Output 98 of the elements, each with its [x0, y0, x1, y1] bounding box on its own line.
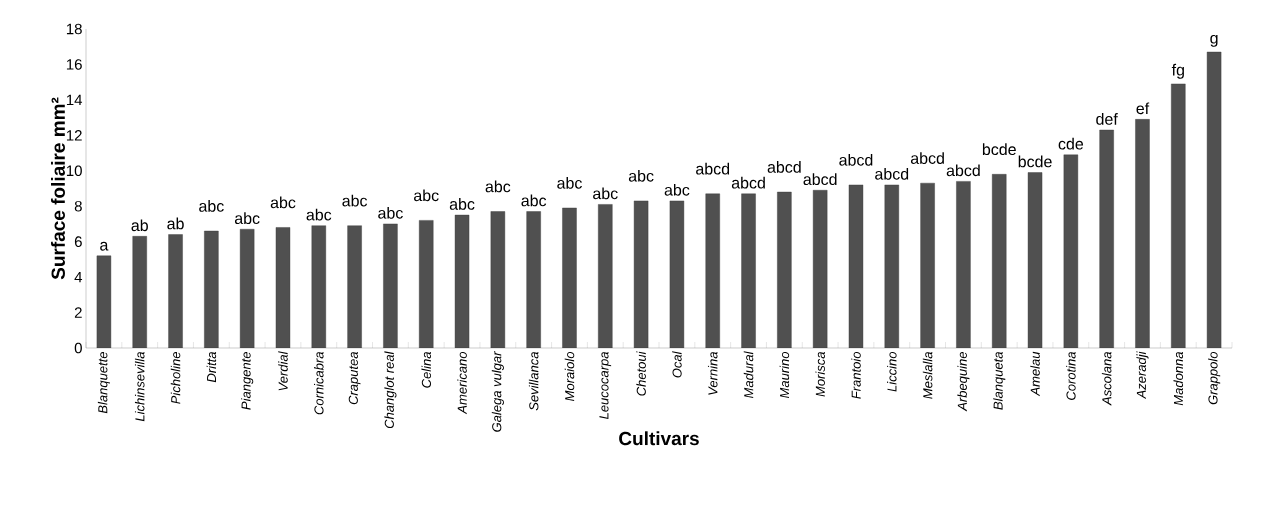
data-label: def — [1096, 113, 1118, 125]
data-label: abcd — [875, 167, 909, 180]
x-tick-label: Lichinsevilla — [134, 351, 145, 422]
data-label: abcd — [910, 152, 944, 164]
data-label: abc — [306, 208, 332, 221]
data-label: abc — [628, 169, 654, 182]
x-tick-label: Moraiolo — [564, 351, 575, 401]
x-tick-label: Galega vulgar — [491, 351, 504, 432]
x-tick-label: Leucocarpa — [599, 351, 612, 420]
y-tick-label: 16 — [66, 59, 82, 70]
bar — [992, 174, 1007, 348]
bar — [884, 184, 899, 348]
x-tick-label: Celina — [421, 351, 431, 388]
data-label: abc — [557, 177, 582, 189]
y-tick-label: 2 — [74, 307, 82, 318]
x-tick-label: Craputea — [348, 351, 361, 405]
x-tick-label: Blanquette — [97, 351, 110, 414]
data-label: abc — [342, 194, 368, 207]
y-axis-title: Surface foliaire mm² — [51, 97, 65, 280]
bar — [705, 193, 720, 348]
data-label: abcd — [839, 153, 873, 166]
bar — [1099, 129, 1114, 348]
bar — [777, 191, 792, 348]
bar — [239, 229, 255, 348]
x-tick-label: Maurino — [779, 351, 790, 399]
data-label: abc — [449, 198, 475, 210]
bar — [383, 223, 398, 348]
data-label: abc — [199, 200, 224, 212]
x-axis-title: Cultivars — [619, 431, 699, 446]
y-tick-label: 8 — [74, 200, 82, 212]
data-label: abc — [485, 180, 511, 193]
bar — [168, 234, 183, 348]
data-label: abcd — [946, 164, 980, 177]
data-label: ab — [167, 217, 184, 230]
data-label: cde — [1058, 137, 1084, 150]
x-tick-label: Cornicabra — [314, 351, 324, 415]
data-label: fg — [1171, 63, 1184, 79]
bar — [419, 220, 434, 348]
x-tick-label: Piangente — [241, 352, 254, 410]
x-tick-label: Vernina — [707, 351, 718, 395]
bar — [920, 182, 935, 348]
bar — [347, 225, 362, 348]
data-label: abc — [270, 196, 296, 209]
y-tick-label: 14 — [66, 94, 83, 106]
x-tick-label: Changlot real — [384, 351, 397, 429]
x-tick-label: Arbequine — [957, 352, 970, 412]
data-label: ab — [131, 219, 148, 232]
bar — [1135, 119, 1150, 348]
data-label: bcde — [982, 143, 1016, 156]
x-tick-label: Americano — [457, 351, 467, 415]
data-label: abcd — [803, 173, 837, 186]
y-tick-label: 12 — [66, 130, 82, 141]
data-label: abc — [521, 194, 547, 207]
data-label: g — [1210, 34, 1218, 47]
data-label: abc — [414, 189, 439, 202]
x-tick-label: Frantoio — [851, 351, 861, 399]
x-tick-label: Liccino — [887, 351, 897, 392]
x-tick-label: Morisca — [815, 351, 825, 397]
x-tick-label: Grappolo — [1208, 351, 1221, 405]
bar — [1171, 83, 1186, 348]
x-tick-label: Blanqueta — [993, 351, 1006, 410]
bar — [311, 225, 326, 348]
y-tick-label: 6 — [74, 236, 82, 247]
bar — [132, 236, 147, 348]
y-tick-label: 18 — [66, 23, 82, 35]
x-tick-label: Verdial — [278, 351, 288, 391]
x-tick-label: Ascolana — [1101, 351, 1112, 406]
x-tick-label: Amelau — [1030, 351, 1040, 397]
data-label: abcd — [731, 176, 765, 189]
x-tick-label: Azeradji — [1136, 351, 1149, 400]
data-label: abc — [234, 212, 260, 225]
x-tick-label: Madonna — [1173, 351, 1184, 406]
bar — [598, 204, 613, 348]
y-tick-label: 10 — [66, 165, 82, 177]
bar — [956, 181, 971, 348]
data-label: abc — [593, 187, 618, 200]
x-tick-label: Sevillanca — [528, 351, 539, 411]
x-tick-label: Corotina — [1066, 351, 1076, 400]
data-label: abc — [378, 206, 403, 219]
bar — [526, 211, 541, 348]
bar — [741, 193, 756, 348]
data-label: abc — [664, 183, 690, 196]
bar — [204, 230, 219, 348]
y-tick-label: 0 — [74, 342, 82, 354]
x-tick-label: Meslalla — [922, 351, 933, 399]
x-tick-label: Dritta — [206, 351, 217, 383]
y-tick-label: 4 — [74, 271, 83, 283]
bar — [562, 207, 577, 348]
x-tick-label: Chetoui — [636, 351, 646, 396]
data-label: abcd — [767, 161, 801, 173]
bar — [812, 190, 828, 348]
data-label: ef — [1136, 102, 1150, 115]
data-label: bcde — [1018, 155, 1052, 168]
x-tick-label: Picholine — [170, 352, 181, 404]
data-label: abcd — [696, 162, 730, 175]
data-label: a — [100, 241, 109, 251]
x-tick-label: Ocal — [672, 351, 682, 378]
x-tick-label: Madural — [743, 351, 754, 399]
